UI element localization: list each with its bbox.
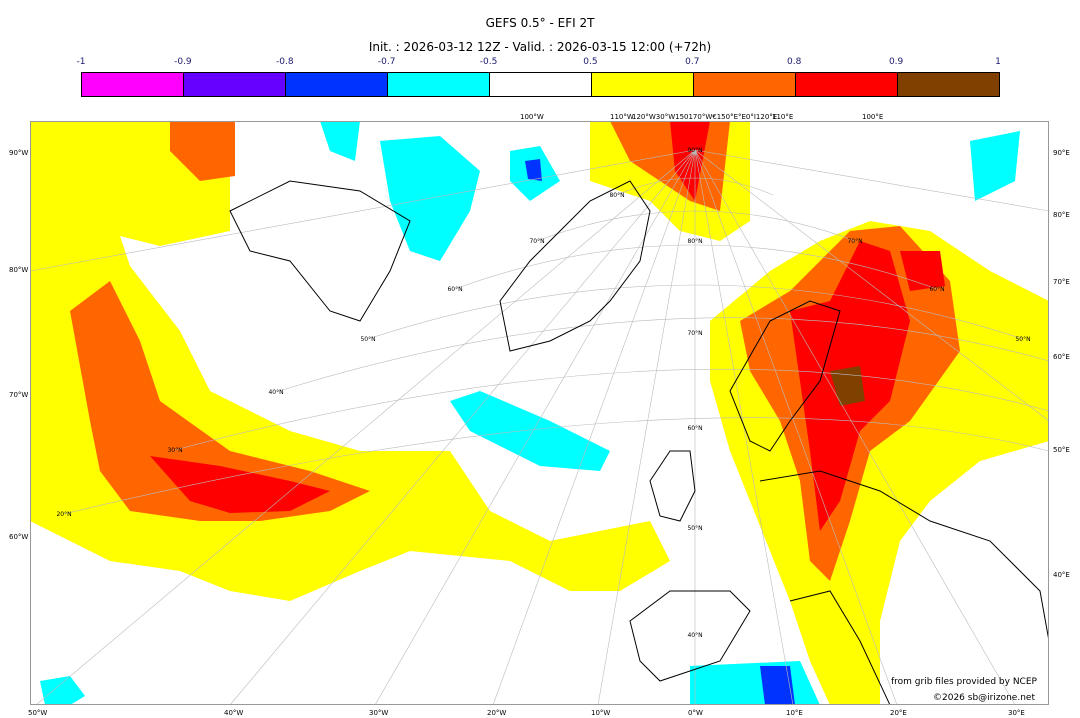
lat-label: 50°N — [1015, 336, 1030, 343]
colorbar-label: -1 — [76, 57, 86, 67]
lat-label: 40°N — [687, 632, 702, 639]
colorbar-segment — [694, 73, 796, 96]
axis-label-bottom: 30°W — [369, 709, 389, 717]
axis-label-bottom: 10°W — [591, 709, 611, 717]
axis-label-top: 120°W30°W150170°W€150°E°E0°I120°E — [632, 113, 778, 121]
lat-label: 80°N — [609, 192, 624, 199]
source-credit: from grib files provided by NCEP — [891, 677, 1037, 687]
lat-label: 60°N — [687, 425, 702, 432]
axis-label-left: 80°W — [9, 266, 29, 274]
colorbar-label: 0.8 — [787, 57, 802, 67]
axis-label-right: 90°E — [1053, 149, 1070, 157]
colorbar-segment — [388, 73, 490, 96]
axis-label-left: 90°W — [9, 149, 29, 157]
graticule — [30, 149, 1049, 705]
colorbar-segment — [184, 73, 286, 96]
lat-label: 50°N — [687, 525, 702, 532]
colorbar-segment — [592, 73, 694, 96]
axis-label-right: 80°E — [1053, 211, 1070, 219]
axis-label-right: 50°E — [1053, 446, 1070, 454]
colorbar-label: -0.5 — [479, 57, 498, 67]
anomaly-fields — [30, 121, 1049, 705]
axis-label-top: 100°W — [520, 113, 544, 121]
lat-label: 70°N — [847, 238, 862, 245]
axis-label-bottom: 50°W — [28, 709, 48, 717]
axis-label-right: 60°E — [1053, 353, 1070, 361]
colorbar-segment — [796, 73, 898, 96]
colorbar — [81, 72, 1000, 97]
axis-label-top: 100°E — [862, 113, 884, 121]
coastlines — [229, 180, 1049, 705]
lat-label: 70°N — [687, 330, 702, 337]
map-subtitle: Init. : 2026-03-12 12Z - Valid. : 2026-0… — [368, 40, 712, 54]
lat-label: 50°N — [360, 336, 375, 343]
colorbar-label: -0.8 — [275, 57, 294, 67]
lat-label: 60°N — [929, 286, 944, 293]
colorbar-segment — [286, 73, 388, 96]
efi-map: 90°N 80°N 70°N 60°N 50°N 40°N 30°N 20°N 80°N 70°N… — [30, 121, 1049, 705]
colorbar-label: 0.5 — [583, 57, 598, 67]
axis-label-bottom: 20°E — [890, 709, 907, 717]
lat-label: 20°N — [56, 511, 71, 518]
colorbar-label: 0.7 — [685, 57, 700, 67]
colorbar-segment — [898, 73, 999, 96]
axis-label-left: 70°W — [9, 391, 29, 399]
axis-label-bottom: 10°E — [786, 709, 803, 717]
axis-label-bottom: 30°E — [1008, 709, 1025, 717]
axis-label-top: 110°E — [772, 113, 794, 121]
colorbar-label: 0.9 — [888, 57, 904, 67]
copyright: ©2026 sb@irizone.net — [933, 693, 1035, 703]
axis-label-top: 110°W — [610, 113, 634, 121]
axis-label-left: 60°W — [9, 533, 29, 541]
axis-label-right: 70°E — [1053, 278, 1070, 286]
colorbar-label: -0.9 — [174, 57, 192, 67]
lat-label: 90°N — [687, 147, 702, 154]
lat-label: 60°N — [447, 286, 462, 293]
colorbar-label: -0.7 — [377, 57, 396, 67]
lat-label: 70°N — [529, 238, 544, 245]
colorbar-segment — [490, 73, 592, 96]
axis-label-bottom: 20°W — [487, 709, 507, 717]
axis-label-right: 40°E — [1053, 571, 1070, 579]
axis-label-bottom: 0°W — [688, 709, 703, 717]
map-title: GEFS 0.5° - EFI 2T — [485, 16, 595, 30]
lat-label: 30°N — [167, 447, 182, 454]
lat-labels: 90°N 80°N 70°N 60°N 50°N 40°N 30°N 20°N 80°N 70°N… — [56, 147, 1030, 639]
colorbar-label: 1 — [995, 57, 1001, 67]
colorbar-segment — [82, 73, 184, 96]
axis-label-bottom: 40°W — [224, 709, 244, 717]
lat-label: 80°N — [687, 238, 702, 245]
lat-label: 40°N — [268, 389, 283, 396]
